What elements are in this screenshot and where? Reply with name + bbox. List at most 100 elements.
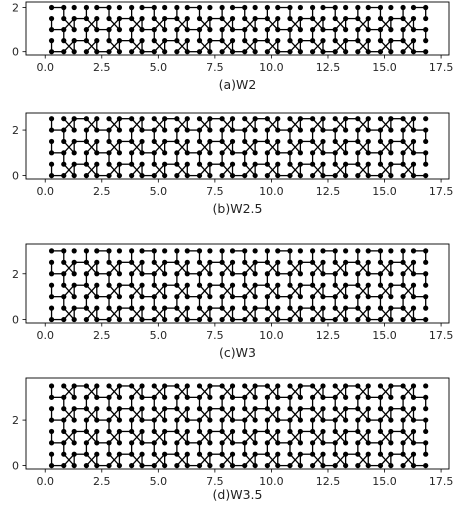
atom-point [71,248,77,254]
atom-point [377,271,384,277]
atom-point [242,4,248,11]
atom-point [287,138,293,145]
atom-point [229,282,236,288]
atom-point [377,38,384,44]
atom-point [48,428,55,435]
atom-point [48,4,55,11]
atom-point [310,406,316,412]
atom-point [388,428,394,435]
atom-point [139,259,145,265]
atom-point [242,38,248,44]
atom-point [196,248,203,254]
atom-point [162,440,168,446]
atom-point [400,417,406,423]
atom-point [196,394,203,400]
atom-point [355,248,361,254]
atom-point [275,4,281,11]
atom-point [207,15,213,22]
y-tick-label: 2 [12,2,19,15]
atom-point [343,305,349,311]
atom-point [116,172,123,179]
atom-point [83,161,89,167]
atom-point [343,150,349,156]
atom-point [332,271,338,277]
atom-point [320,248,326,254]
atom-point [94,271,100,277]
atom-point [400,38,406,44]
atom-point [174,161,180,167]
atom-point [61,259,67,265]
atom-point [400,172,406,179]
atom-point [229,150,236,156]
atom-point [320,282,326,288]
atom-point [275,406,281,412]
atom-point [410,417,417,423]
atom-point [343,248,349,254]
atom-point [320,394,326,400]
atom-point [423,271,429,277]
atom-point [275,138,281,145]
atom-point [94,451,100,457]
atom-point [61,49,67,55]
atom-point [229,406,236,412]
atom-point [332,38,338,44]
atom-point [264,428,270,435]
atom-point [388,38,394,44]
atom-point [139,271,145,277]
panel-caption: (c)W3 [219,345,256,360]
atom-point [343,127,349,133]
atom-point [162,417,168,423]
atom-point [275,27,281,33]
atom-point [400,294,406,300]
x-tick-label: 10.0 [259,185,284,198]
atom-point [116,451,123,457]
atom-point [355,451,361,457]
atom-point [48,394,55,400]
atom-point [388,462,394,469]
atom-point [106,4,112,11]
atom-point [48,161,55,167]
atom-point [219,49,225,55]
atom-point [400,15,406,22]
atom-point [61,172,67,179]
atom-point [48,451,55,457]
atom-point [264,138,270,145]
atom-point [94,440,100,446]
atom-point [106,451,112,457]
atom-point [184,462,190,469]
atom-point [139,428,145,435]
atom-point [242,15,248,22]
atom-point [229,294,236,300]
atom-point [377,440,384,446]
atom-point [355,138,361,145]
atom-point [365,27,371,33]
atom-point [388,172,394,179]
atom-point [94,417,100,423]
atom-point [400,383,406,389]
atom-point [139,116,145,122]
atom-point [94,394,100,400]
atom-point [207,138,213,145]
atom-point [106,38,112,44]
atom-point [219,27,225,33]
atom-point [61,394,67,400]
atom-point [410,127,417,133]
atom-point [229,15,236,22]
atom-point [196,440,203,446]
atom-point [400,316,406,323]
atom-point [129,27,135,33]
atom-point [400,161,406,167]
atom-point [129,428,135,435]
atom-point [207,4,213,11]
atom-point [400,394,406,400]
atom-point [94,462,100,469]
atom-point [310,127,316,133]
atom-point [264,259,270,265]
atom-point [377,27,384,33]
atom-point [310,394,316,400]
atom-point [252,383,258,389]
atom-point [410,440,417,446]
atom-point [264,150,270,156]
atom-point [151,440,157,446]
atom-point [332,116,338,122]
